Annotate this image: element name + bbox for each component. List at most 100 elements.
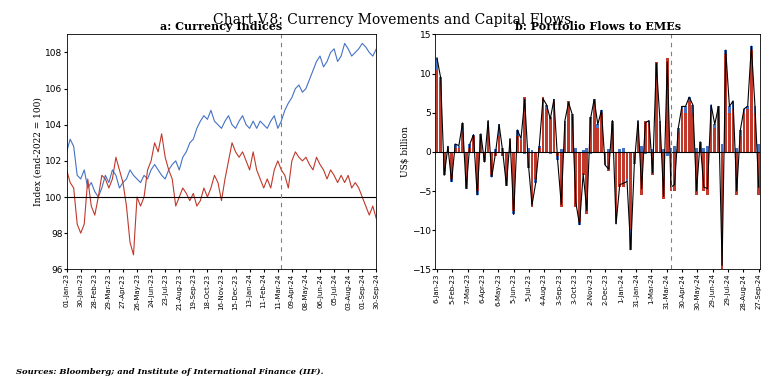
Bar xyxy=(520,139,522,140)
Bar xyxy=(502,152,504,156)
Bar xyxy=(487,125,489,152)
Bar xyxy=(677,132,680,152)
Bar xyxy=(746,107,749,109)
Bar xyxy=(608,152,610,172)
Bar xyxy=(688,97,691,101)
Bar xyxy=(505,179,508,186)
Bar xyxy=(622,148,625,152)
Bar xyxy=(575,148,577,152)
Bar xyxy=(465,187,467,189)
Bar xyxy=(578,222,581,225)
Bar xyxy=(538,148,541,152)
Bar xyxy=(670,148,673,152)
Bar xyxy=(567,152,570,154)
Bar xyxy=(691,105,694,113)
Bar xyxy=(472,134,475,136)
Bar xyxy=(659,125,662,152)
Bar xyxy=(684,107,687,113)
Bar xyxy=(604,152,607,163)
Bar xyxy=(545,105,548,109)
Bar xyxy=(659,121,662,125)
Bar xyxy=(652,152,654,175)
Bar xyxy=(695,152,698,195)
Bar xyxy=(534,179,537,183)
Bar xyxy=(681,107,683,109)
Bar xyxy=(644,121,647,152)
Bar xyxy=(720,152,724,273)
Bar xyxy=(600,113,603,152)
Bar xyxy=(578,152,581,222)
Bar xyxy=(739,130,742,136)
Bar xyxy=(472,136,475,152)
Bar xyxy=(480,140,482,152)
Bar xyxy=(553,99,555,101)
Bar xyxy=(582,152,585,175)
Bar xyxy=(724,54,727,152)
Bar xyxy=(717,107,720,113)
Bar xyxy=(713,125,716,128)
Bar xyxy=(564,121,566,125)
Bar xyxy=(633,160,636,163)
Bar xyxy=(461,132,464,152)
Bar xyxy=(505,152,508,179)
Bar xyxy=(513,210,515,215)
Bar xyxy=(655,152,658,154)
Bar xyxy=(641,146,643,152)
Bar xyxy=(713,128,716,152)
Bar xyxy=(454,144,456,148)
Bar xyxy=(731,101,735,109)
Bar xyxy=(447,148,449,152)
Bar xyxy=(670,152,673,191)
Bar xyxy=(702,148,705,152)
Bar xyxy=(458,146,460,148)
Bar xyxy=(575,152,577,207)
Title: b: Portfolio Flows to EMEs: b: Portfolio Flows to EMEs xyxy=(515,21,681,32)
Bar xyxy=(728,113,731,152)
Bar xyxy=(498,136,500,152)
Bar xyxy=(469,144,471,148)
Bar xyxy=(662,149,665,152)
Bar xyxy=(710,113,713,152)
Bar xyxy=(586,148,588,152)
Bar xyxy=(564,125,566,152)
Bar xyxy=(571,117,574,152)
Bar xyxy=(746,109,749,152)
Bar xyxy=(720,144,724,152)
Bar xyxy=(483,152,486,160)
Bar xyxy=(662,152,665,199)
Bar xyxy=(604,163,607,165)
Bar xyxy=(531,150,533,152)
Bar xyxy=(469,148,471,152)
Bar xyxy=(622,152,625,187)
Bar xyxy=(608,149,610,152)
Bar xyxy=(542,152,544,154)
Bar xyxy=(739,136,742,152)
Bar xyxy=(655,62,658,152)
Bar xyxy=(644,152,647,154)
Bar xyxy=(458,148,460,152)
Bar xyxy=(652,149,654,152)
Bar xyxy=(750,50,753,152)
Bar xyxy=(648,121,651,125)
Bar xyxy=(633,152,636,160)
Bar xyxy=(619,149,621,152)
Bar xyxy=(735,152,738,195)
Bar xyxy=(710,105,713,113)
Bar xyxy=(491,175,493,177)
Bar xyxy=(436,58,438,70)
Bar xyxy=(534,152,537,179)
Bar xyxy=(673,152,676,191)
Bar xyxy=(571,114,574,117)
Bar xyxy=(494,149,497,152)
Bar xyxy=(637,125,640,152)
Bar xyxy=(681,109,683,152)
Bar xyxy=(742,109,746,113)
Bar xyxy=(498,125,500,136)
Bar xyxy=(757,144,760,152)
Bar xyxy=(673,146,676,152)
Bar xyxy=(666,152,669,156)
Bar xyxy=(450,152,453,179)
Bar xyxy=(666,58,669,152)
Bar xyxy=(465,152,467,187)
Text: Sources: Bloomberg; and Institute of International Finance (IIF).: Sources: Bloomberg; and Institute of Int… xyxy=(16,368,323,376)
